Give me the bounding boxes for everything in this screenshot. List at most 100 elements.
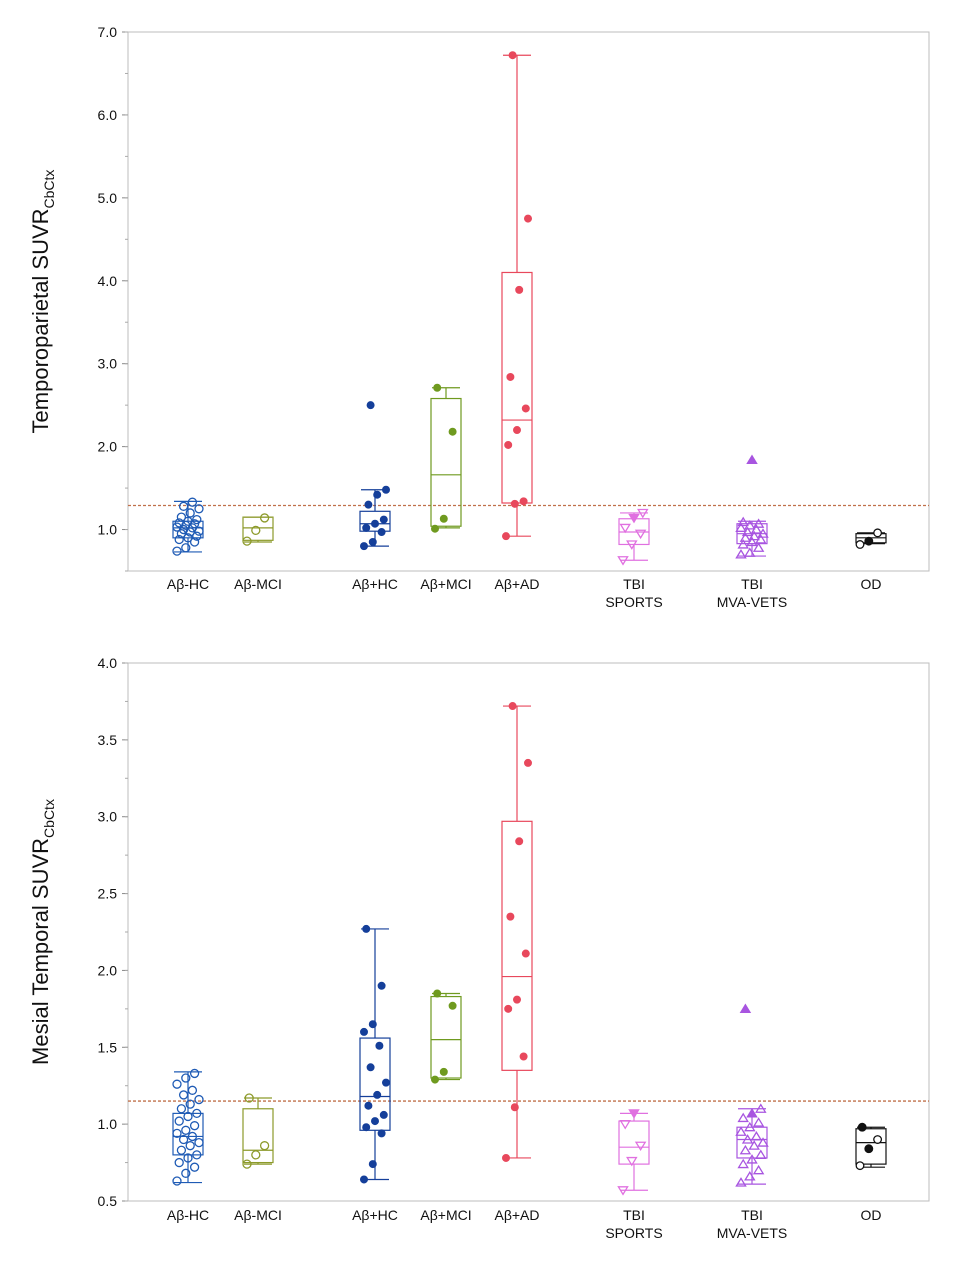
data-point	[185, 508, 195, 518]
data-point	[748, 1140, 760, 1150]
data-point	[359, 1175, 368, 1184]
data-point	[737, 1112, 749, 1123]
data-point	[515, 285, 524, 294]
data-point	[181, 543, 191, 553]
data-point	[617, 556, 629, 566]
data-point	[183, 1153, 193, 1163]
data-point	[508, 51, 517, 60]
data-point	[752, 518, 765, 528]
data-point	[739, 532, 752, 542]
data-point	[176, 512, 187, 522]
data-point	[755, 1103, 767, 1113]
data-point	[744, 1121, 756, 1132]
group-1	[242, 1093, 274, 1169]
group-0	[172, 497, 204, 556]
data-point	[185, 1141, 195, 1151]
y-tick-label: 4.0	[98, 273, 118, 289]
data-point	[634, 1141, 647, 1152]
data-point	[189, 537, 200, 547]
y-tick-label: 6.0	[98, 107, 118, 123]
data-point	[362, 1123, 371, 1132]
data-point	[373, 1090, 382, 1099]
data-point	[739, 1003, 752, 1013]
group-0	[172, 1068, 204, 1186]
data-point	[194, 504, 204, 514]
data-point	[433, 989, 442, 998]
data-point	[752, 1164, 765, 1175]
data-point	[510, 499, 519, 508]
data-point	[183, 533, 193, 543]
data-point	[377, 1129, 386, 1138]
data-point	[181, 1073, 191, 1083]
data-point	[737, 516, 749, 527]
data-point	[855, 1161, 865, 1171]
category-label: Aβ-HC	[167, 1207, 209, 1223]
box-iqr	[501, 820, 533, 1071]
data-point	[735, 522, 747, 532]
data-point	[746, 1107, 758, 1118]
group-4	[501, 51, 533, 541]
data-point	[524, 758, 533, 767]
box-iqr	[359, 1037, 391, 1131]
data-point	[448, 427, 457, 436]
data-point	[737, 539, 749, 549]
data-point	[178, 1134, 189, 1145]
box-iqr	[242, 1108, 274, 1164]
data-point	[619, 1120, 631, 1130]
data-point	[626, 1156, 638, 1167]
data-point	[744, 1171, 756, 1181]
data-point	[628, 513, 640, 524]
data-point	[364, 1101, 373, 1110]
y-tick-label: 2.0	[98, 439, 118, 455]
plot-frame	[127, 31, 930, 572]
data-point	[628, 1109, 640, 1119]
data-point	[183, 1111, 193, 1122]
data-point	[370, 519, 379, 528]
data-point	[617, 1186, 629, 1196]
group-5	[617, 1109, 650, 1196]
box-iqr	[430, 995, 462, 1079]
category-label: TBI MVA-VETS	[717, 576, 788, 610]
data-point	[521, 949, 530, 958]
data-point	[873, 528, 883, 538]
data-point	[185, 1099, 195, 1109]
data-point	[259, 1141, 270, 1151]
data-point	[504, 440, 513, 449]
data-point	[368, 1160, 377, 1169]
data-point	[364, 500, 373, 509]
data-point	[359, 542, 368, 551]
data-point	[741, 1134, 754, 1144]
group-4	[501, 702, 533, 1162]
data-point	[174, 1157, 184, 1168]
data-point	[366, 401, 375, 410]
y-axis-label: Temporoparietal SUVRCbCtx	[28, 170, 57, 434]
y-tick-label: 7.0	[98, 24, 118, 40]
data-point	[194, 1137, 204, 1148]
plot-frame	[127, 662, 930, 1202]
data-point	[634, 529, 647, 540]
data-point	[506, 912, 515, 921]
data-point	[637, 508, 649, 519]
y-tick-label: 2.0	[98, 962, 118, 978]
data-point	[735, 549, 747, 559]
data-point	[746, 1154, 758, 1164]
data-point	[172, 1079, 182, 1089]
data-point	[448, 1001, 457, 1010]
data-point	[368, 537, 377, 546]
group-5	[617, 508, 650, 566]
category-label: TBI SPORTS	[605, 1207, 662, 1241]
data-point	[377, 981, 386, 990]
data-point	[192, 1150, 202, 1160]
data-point	[381, 485, 390, 494]
data-point	[178, 501, 189, 511]
y-tick-label: 3.5	[98, 732, 118, 748]
data-point	[242, 1159, 252, 1169]
data-point	[244, 1093, 254, 1103]
category-label: Aβ+AD	[494, 576, 539, 592]
category-label: Aβ+MCI	[420, 576, 471, 592]
y-tick-label: 0.5	[98, 1193, 118, 1209]
data-point	[176, 1104, 187, 1114]
data-point	[181, 1168, 191, 1178]
mesial-temporal-panel: 4.0 3.5 3.0 2.5 2.0 1.5 1.0 0.5 Mesial Temporal …	[28, 655, 930, 1241]
